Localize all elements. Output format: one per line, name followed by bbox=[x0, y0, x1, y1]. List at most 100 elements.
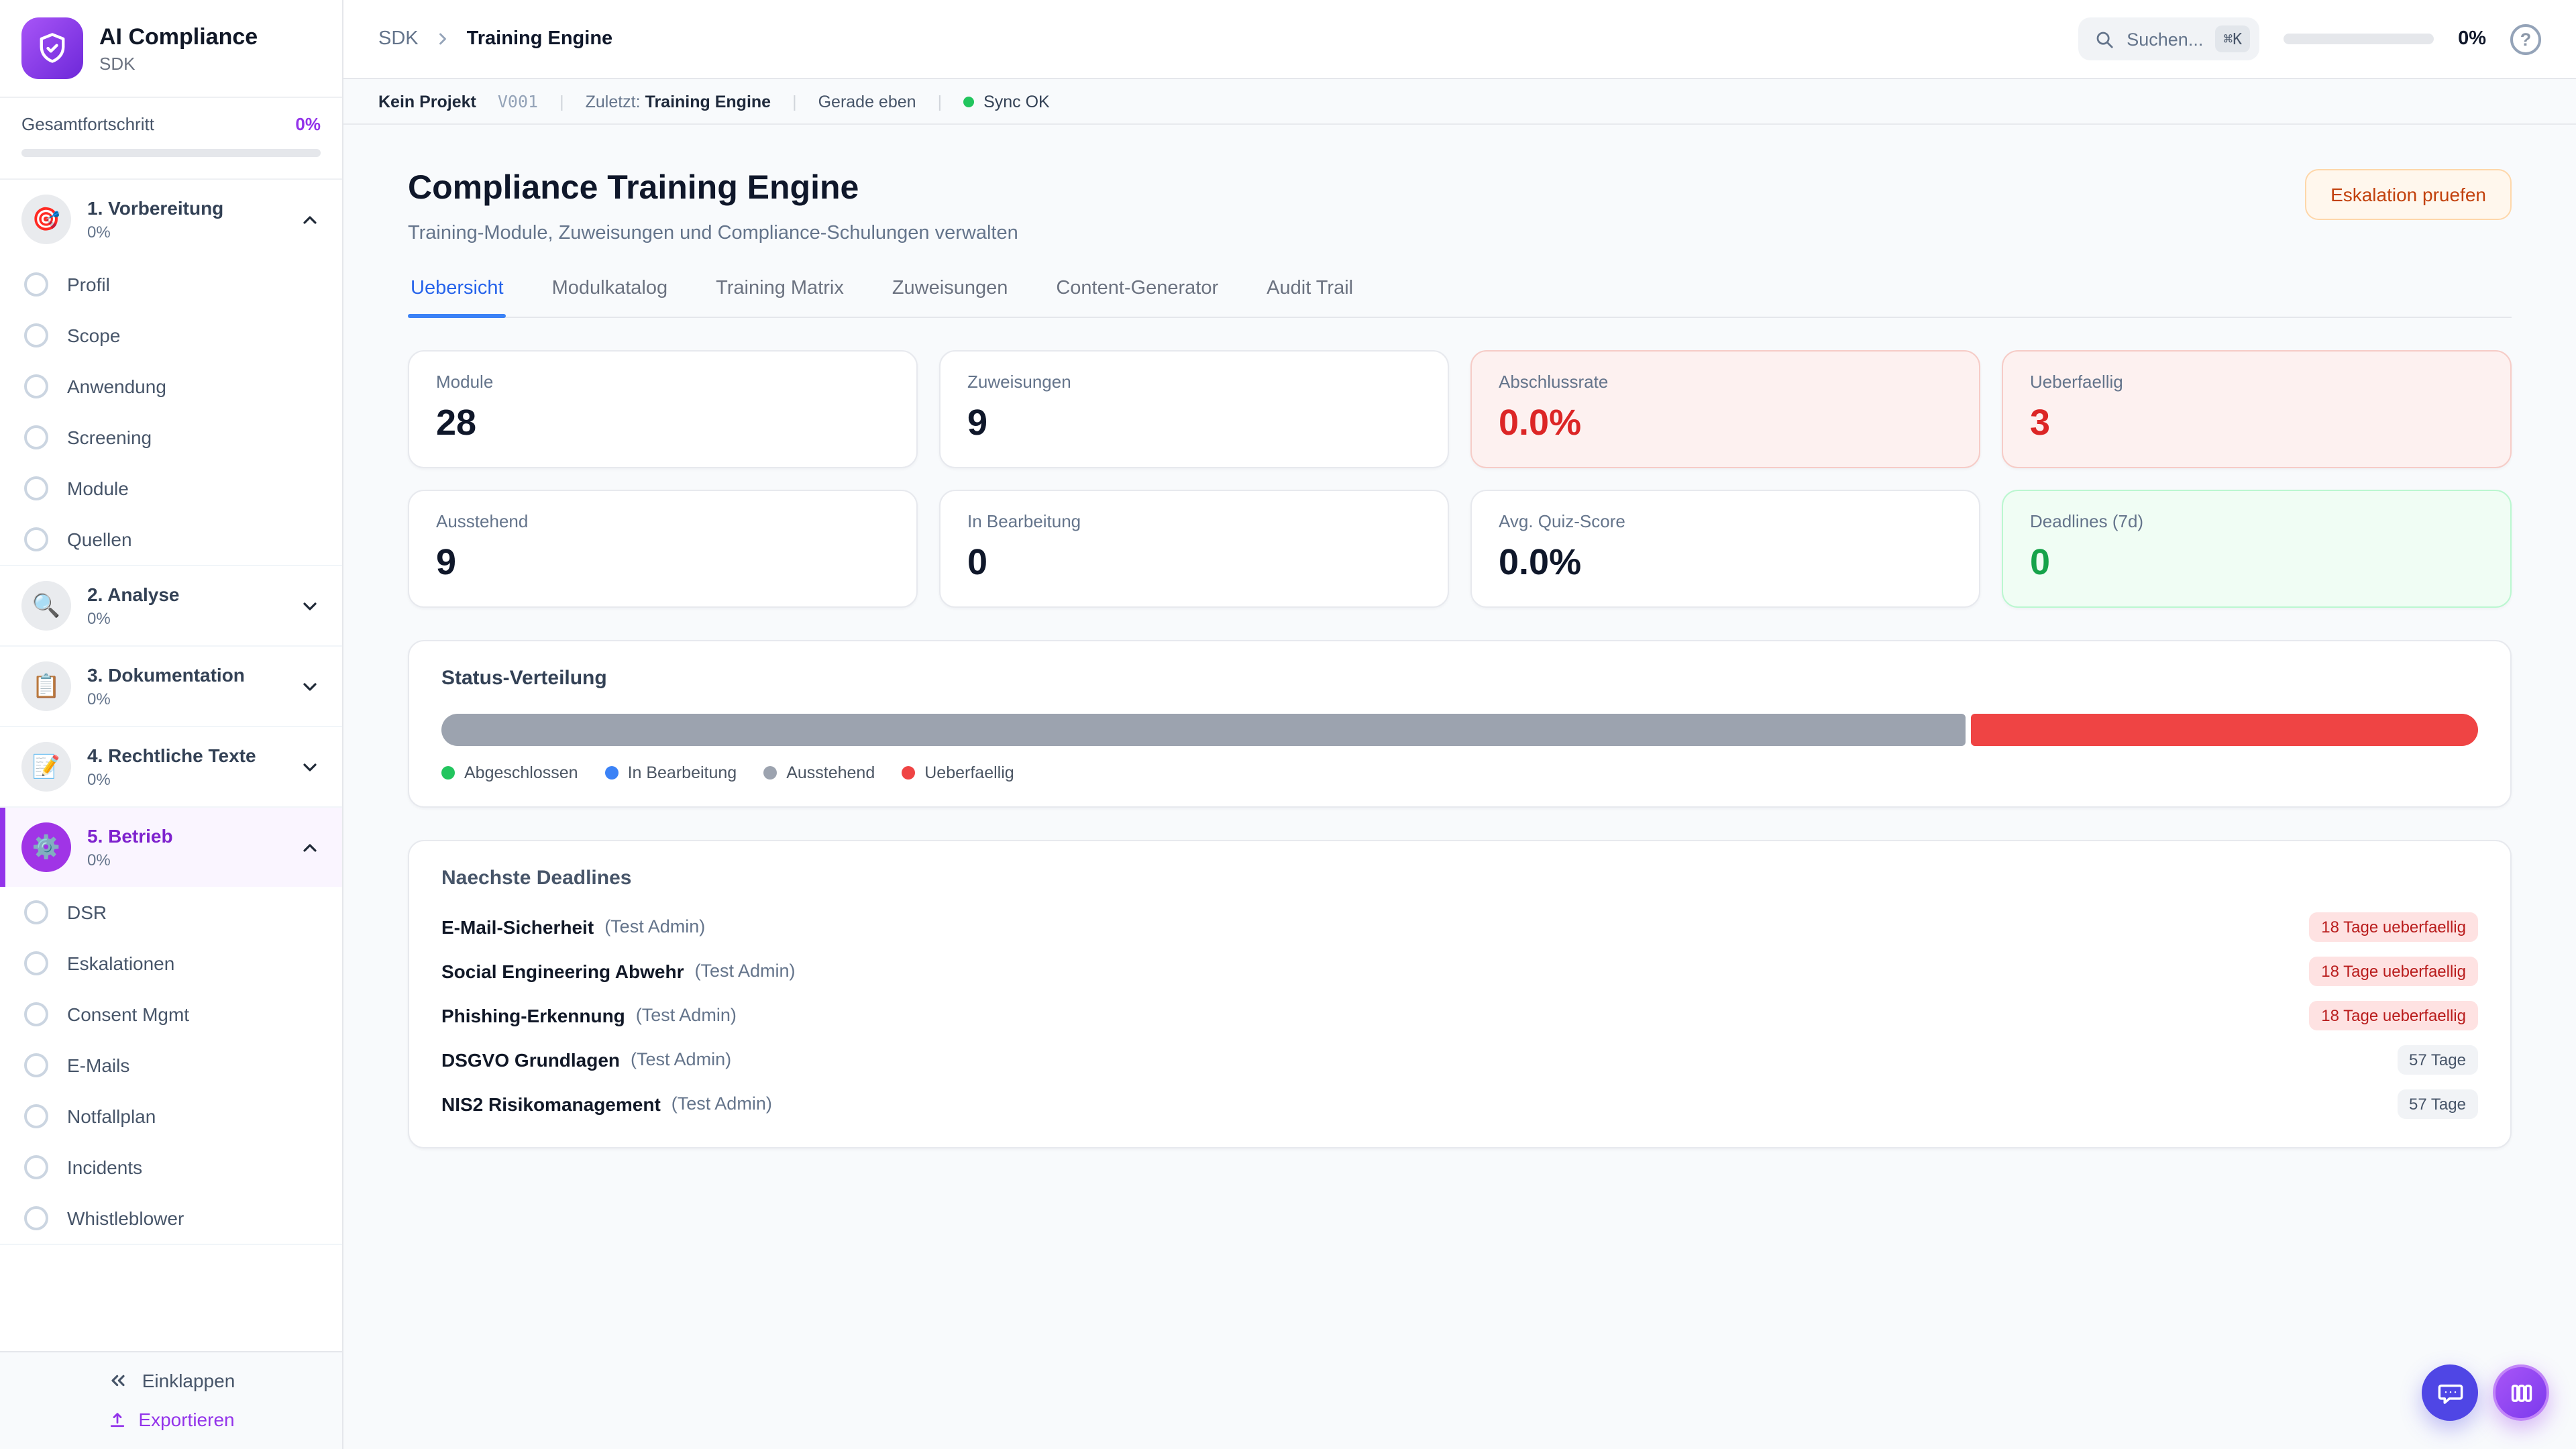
tab-content-generator[interactable]: Content-Generator bbox=[1056, 278, 1219, 299]
deadline-module-name: Social Engineering Abwehr bbox=[441, 960, 684, 981]
double-chevron-left-icon bbox=[107, 1370, 129, 1391]
step-radio-icon bbox=[24, 374, 48, 398]
sidebar-section: 🎯 1. Vorbereitung 0% Profil Scope Anwendung Sc… bbox=[0, 180, 342, 566]
section-header-2-analyse[interactable]: 🔍 2. Analyse 0% bbox=[0, 566, 342, 645]
step-radio-icon bbox=[24, 1206, 48, 1230]
sidebar-item-consent-mgmt[interactable]: Consent Mgmt bbox=[0, 989, 342, 1040]
section-header-1-vorbereitung[interactable]: 🎯 1. Vorbereitung 0% bbox=[0, 180, 342, 259]
tab-audit-trail[interactable]: Audit Trail bbox=[1267, 278, 1354, 299]
deadlines-panel: Naechste Deadlines E-Mail-Sicherheit (Tes… bbox=[408, 840, 2512, 1148]
sidebar-item-label: Whistleblower bbox=[67, 1208, 184, 1229]
topbar: SDK Training Engine Suchen... ⌘K 0% ? bbox=[343, 0, 2576, 79]
chat-bubble-icon bbox=[2436, 1379, 2464, 1407]
section-header-3-dokumentation[interactable]: 📋 3. Dokumentation 0% bbox=[0, 647, 342, 726]
divider: | bbox=[559, 92, 564, 111]
overall-progress: Gesamtfortschritt 0% bbox=[0, 98, 342, 180]
sidebar-item-eskalationen[interactable]: Eskalationen bbox=[0, 938, 342, 989]
sidebar-item-dsr[interactable]: DSR bbox=[0, 887, 342, 938]
sidebar-item-e-mails[interactable]: E-Mails bbox=[0, 1040, 342, 1091]
stat-card-avg-quiz-score: Avg. Quiz-Score 0.0% bbox=[1470, 490, 1980, 608]
legend-label: Ausstehend bbox=[786, 763, 875, 782]
step-radio-icon bbox=[24, 527, 48, 551]
sidebar-item-module[interactable]: Module bbox=[0, 463, 342, 514]
tab-uebersicht[interactable]: Uebersicht bbox=[408, 278, 507, 318]
sidebar-item-label: Incidents bbox=[67, 1157, 143, 1178]
sidebar-item-label: DSR bbox=[67, 902, 107, 923]
page-subtitle: Training-Module, Zuweisungen und Complia… bbox=[408, 223, 1018, 244]
sidebar-item-quellen[interactable]: Quellen bbox=[0, 514, 342, 565]
sidebar-item-incidents[interactable]: Incidents bbox=[0, 1142, 342, 1193]
deadline-row[interactable]: NIS2 Risikomanagement (Test Admin) 57 Tage bbox=[441, 1087, 2478, 1120]
chat-fab-button[interactable] bbox=[2422, 1364, 2478, 1421]
sidebar-item-label: Anwendung bbox=[67, 376, 166, 397]
stat-label: Ausstehend bbox=[436, 511, 529, 531]
deadline-row[interactable]: Phishing-Erkennung (Test Admin) 18 Tage ue… bbox=[441, 998, 2478, 1032]
search-shortcut-kbd: ⌘K bbox=[2215, 25, 2251, 52]
deadline-assignee: (Test Admin) bbox=[694, 961, 796, 981]
floating-actions bbox=[2422, 1364, 2549, 1421]
search-icon bbox=[2094, 29, 2114, 49]
breadcrumb: SDK Training Engine bbox=[378, 28, 612, 50]
topbar-progress-value: 0% bbox=[2458, 28, 2486, 50]
stat-label: In Bearbeitung bbox=[967, 511, 1081, 531]
sidebar-item-anwendung[interactable]: Anwendung bbox=[0, 361, 342, 412]
sidebar-item-screening[interactable]: Screening bbox=[0, 412, 342, 463]
sidebar-item-whistleblower[interactable]: Whistleblower bbox=[0, 1193, 342, 1244]
step-radio-icon bbox=[24, 900, 48, 924]
sidebar-item-label: Screening bbox=[67, 427, 152, 448]
stat-label: Zuweisungen bbox=[967, 372, 1071, 392]
collapse-sidebar-button[interactable]: Einklappen bbox=[107, 1370, 235, 1391]
sidebar-item-scope[interactable]: Scope bbox=[0, 310, 342, 361]
overall-progress-label: Gesamtfortschritt bbox=[21, 114, 154, 134]
section-label: 5. Betrieb bbox=[87, 824, 173, 847]
columns-fab-button[interactable] bbox=[2493, 1364, 2549, 1421]
overall-progress-value: 0% bbox=[295, 114, 321, 134]
help-icon[interactable]: ? bbox=[2510, 23, 2541, 54]
deadline-badge: 18 Tage ueberfaellig bbox=[2309, 912, 2478, 941]
section-items: DSR Eskalationen Consent Mgmt E-Mails Notfal… bbox=[0, 887, 342, 1244]
deadline-badge: 18 Tage ueberfaellig bbox=[2309, 956, 2478, 985]
collapse-sidebar-label: Einklappen bbox=[142, 1370, 235, 1391]
sidebar-item-profil[interactable]: Profil bbox=[0, 259, 342, 310]
brand-logo bbox=[21, 17, 83, 79]
section-percent: 0% bbox=[87, 851, 111, 870]
sidebar-header: AI Compliance SDK bbox=[0, 0, 342, 98]
last-value: Training Engine bbox=[645, 92, 771, 111]
check-escalation-button[interactable]: Eskalation pruefen bbox=[2305, 169, 2512, 220]
tab-modulkatalog[interactable]: Modulkatalog bbox=[551, 278, 668, 299]
target-emoji-icon: 🎯 bbox=[21, 195, 71, 244]
tab-training-matrix[interactable]: Training Matrix bbox=[716, 278, 844, 299]
sync-ok-dot-icon bbox=[963, 96, 975, 107]
section-header-5-betrieb[interactable]: ⚙️ 5. Betrieb 0% bbox=[0, 808, 342, 887]
deadline-assignee: (Test Admin) bbox=[604, 916, 706, 936]
chevron-up-icon bbox=[299, 837, 321, 858]
sidebar-item-label: Module bbox=[67, 478, 129, 499]
section-percent: 0% bbox=[87, 690, 111, 709]
sidebar-item-notfallplan[interactable]: Notfallplan bbox=[0, 1091, 342, 1142]
brand-name: AI Compliance bbox=[99, 23, 258, 49]
deadline-module-name: NIS2 Risikomanagement bbox=[441, 1093, 661, 1114]
legend-item: In Bearbeitung bbox=[604, 763, 737, 782]
legend-item: Ueberfaellig bbox=[902, 763, 1014, 782]
stat-label: Avg. Quiz-Score bbox=[1499, 511, 1625, 531]
deadline-assignee: (Test Admin) bbox=[631, 1049, 732, 1069]
page-content: Compliance Training Engine Training-Modu… bbox=[343, 125, 2576, 1449]
deadlines-list: E-Mail-Sicherheit (Test Admin) 18 Tage ueb… bbox=[441, 910, 2478, 1120]
deadline-row[interactable]: Social Engineering Abwehr (Test Admin) 18 … bbox=[441, 954, 2478, 987]
step-radio-icon bbox=[24, 323, 48, 347]
deadline-row[interactable]: E-Mail-Sicherheit (Test Admin) 18 Tage ueb… bbox=[441, 910, 2478, 943]
stat-value: 0 bbox=[967, 542, 988, 582]
breadcrumb-root[interactable]: SDK bbox=[378, 28, 419, 50]
sidebar-footer: Einklappen Exportieren bbox=[0, 1351, 342, 1449]
deadlines-title: Naechste Deadlines bbox=[441, 867, 632, 890]
deadline-row[interactable]: DSGVO Grundlagen (Test Admin) 57 Tage bbox=[441, 1042, 2478, 1076]
status-distribution-legend: Abgeschlossen In Bearbeitung Ausstehend Ueb… bbox=[441, 763, 2478, 782]
sync-status: Sync OK bbox=[963, 92, 1050, 111]
section-header-4-rechtliche-texte[interactable]: 📝 4. Rechtliche Texte 0% bbox=[0, 727, 342, 806]
sync-status-label: Sync OK bbox=[983, 92, 1050, 111]
export-button[interactable]: Exportieren bbox=[107, 1409, 235, 1430]
stat-label: Ueberfaellig bbox=[2030, 372, 2123, 392]
tab-zuweisungen[interactable]: Zuweisungen bbox=[892, 278, 1008, 299]
sidebar: AI Compliance SDK Gesamtfortschritt 0% 🎯… bbox=[0, 0, 343, 1449]
search-input[interactable]: Suchen... ⌘K bbox=[2078, 17, 2260, 60]
